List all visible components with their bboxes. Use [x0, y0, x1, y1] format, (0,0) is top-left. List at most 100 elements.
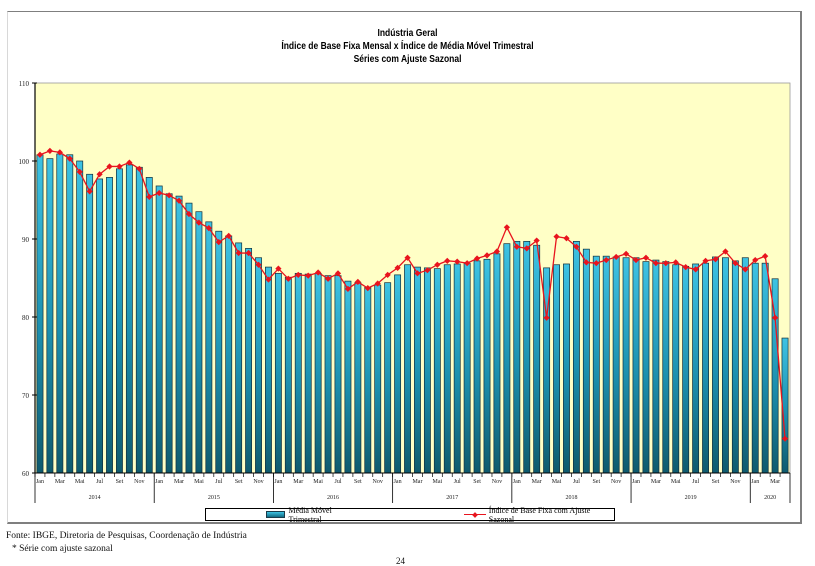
- line-point: [86, 188, 93, 195]
- bar: [324, 275, 332, 474]
- bar: [523, 240, 531, 474]
- bar: [175, 195, 183, 474]
- legend-item-bar: Média Móvel Trimestral: [266, 506, 364, 524]
- bar: [116, 168, 123, 474]
- bar: [632, 257, 640, 474]
- x-tick-label: Jan: [751, 479, 759, 485]
- line-point: [652, 260, 659, 267]
- chart-titles: Indústria Geral Índice de Base Fixa Mens…: [0, 27, 815, 66]
- bar: [284, 276, 292, 474]
- line-point: [215, 239, 222, 246]
- line-point: [454, 258, 461, 265]
- bar: [662, 261, 670, 474]
- bar: [702, 262, 709, 474]
- bar: [493, 253, 501, 474]
- page-number: 24: [396, 556, 405, 566]
- bar: [582, 248, 590, 474]
- line-point: [56, 149, 63, 156]
- line-point: [642, 254, 650, 261]
- bar: [423, 267, 431, 474]
- x-tick-label: Set: [116, 479, 124, 485]
- bar: [563, 263, 570, 474]
- bar: [235, 242, 243, 474]
- bar: [503, 243, 511, 474]
- bar: [622, 257, 630, 474]
- x-tick-label: Mai: [432, 479, 442, 485]
- bar: [721, 257, 729, 474]
- bar: [533, 244, 541, 474]
- bar: [66, 154, 74, 474]
- x-tick-label: Nov: [611, 479, 621, 485]
- line-point: [613, 253, 620, 261]
- bar: [572, 240, 580, 474]
- year-label: 2019: [685, 495, 697, 501]
- bar: [473, 260, 481, 474]
- bar: [612, 256, 620, 474]
- line-point: [305, 272, 312, 279]
- line-point: [76, 168, 83, 176]
- line-point: [593, 260, 600, 267]
- bar: [404, 264, 411, 474]
- line-point: [473, 255, 481, 262]
- line-point: [285, 275, 292, 282]
- bar: [731, 260, 739, 474]
- line-point: [702, 257, 709, 264]
- legend-item-line: Índice de Base Fixa com Ajuste Sazonal: [464, 506, 614, 524]
- line-point: [424, 267, 431, 274]
- bar: [384, 282, 392, 474]
- line-point: [483, 252, 491, 259]
- x-tick-label: Jul: [454, 479, 461, 485]
- y-tick-label: 60: [22, 470, 30, 478]
- x-tick-label: Set: [473, 479, 481, 485]
- line-point: [315, 269, 322, 276]
- x-tick-label: Mar: [770, 479, 780, 485]
- line-point: [781, 435, 789, 442]
- bar: [86, 173, 94, 474]
- bar: [56, 153, 64, 474]
- line-point: [334, 270, 342, 277]
- line-point: [434, 261, 441, 268]
- bar: [274, 272, 282, 474]
- line-point: [583, 259, 590, 266]
- x-tick-label: Nov: [373, 479, 383, 485]
- x-tick-label: Mai: [671, 479, 681, 485]
- year-label: 2020: [764, 495, 776, 501]
- x-tick-label: Mar: [412, 479, 422, 485]
- bar: [76, 160, 84, 474]
- bar: [394, 274, 402, 474]
- x-tick-label: Nov: [134, 479, 144, 485]
- y-tick-label: 100: [19, 158, 30, 166]
- line-point: [672, 259, 679, 266]
- x-tick-label: Set: [712, 479, 720, 485]
- line-point: [205, 224, 212, 232]
- bar: [245, 248, 253, 474]
- bar: [96, 178, 104, 474]
- year-label: 2014: [89, 495, 101, 501]
- axes: 60 70 80 90 100 110 Jan Mar Mai Jul Set Nov 2014 Jan M…: [19, 80, 791, 503]
- legend-bar-swatch-icon: [266, 511, 286, 518]
- line-point: [275, 265, 282, 272]
- line-point: [96, 171, 103, 178]
- bar: [741, 257, 749, 474]
- x-tick-label: Jan: [36, 479, 44, 485]
- line-point: [136, 165, 143, 172]
- x-tick-label: Jul: [334, 479, 341, 485]
- line-point: [762, 253, 769, 260]
- seasonal-adjustment-note: * Série com ajuste sazonal: [12, 544, 113, 554]
- bar: [751, 262, 759, 474]
- year-label: 2015: [208, 495, 220, 501]
- x-tick-label: Mar: [55, 479, 65, 485]
- y-tick-label: 90: [22, 236, 30, 244]
- bar: [106, 177, 113, 474]
- bar: [354, 282, 362, 474]
- x-tick-label: Set: [592, 479, 600, 485]
- line-point: [255, 261, 262, 268]
- line-point: [374, 280, 381, 287]
- chart-title: Indústria Geral: [377, 28, 438, 39]
- bar: [294, 272, 302, 474]
- bar: [761, 262, 769, 474]
- x-tick-label: Nov: [730, 479, 740, 485]
- bar: [265, 266, 272, 474]
- bar: [205, 221, 213, 474]
